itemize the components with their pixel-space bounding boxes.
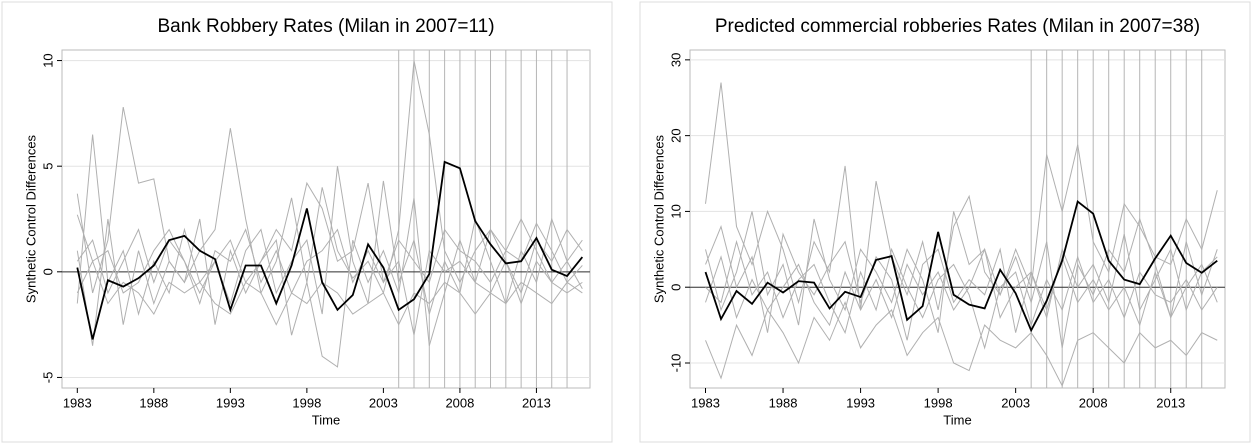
series-line: [704, 200, 1218, 333]
y-tick-label: 5: [40, 163, 55, 170]
y-tick-label: -5: [40, 372, 55, 384]
series-line: [76, 217, 583, 306]
x-tick-label: 1993: [846, 395, 875, 410]
series-line: [705, 247, 1218, 327]
x-tick-label: 1983: [63, 395, 92, 410]
y-tick-label: 10: [668, 204, 683, 218]
x-tick-label: 2003: [1001, 395, 1030, 410]
y-axis-label: Synthetic Control Differences: [23, 134, 38, 303]
series-line: [76, 259, 583, 326]
x-tick-label: 1998: [292, 395, 321, 410]
x-tick-label: 2008: [1079, 395, 1108, 410]
x-tick-label: 1988: [769, 395, 798, 410]
y-tick-label: 10: [40, 53, 55, 67]
y-tick-label: 0: [40, 268, 55, 275]
series-line: [705, 211, 1218, 348]
series-line: [705, 224, 1218, 341]
x-tick-label: 1993: [216, 395, 245, 410]
y-axis-label: Synthetic Control Differences: [651, 134, 666, 303]
x-tick-label: 2003: [369, 395, 398, 410]
plot-area: [61, 49, 591, 389]
chart-title: Predicted commercial robberies Rates (Mi…: [715, 16, 1200, 37]
series-line: [705, 300, 1218, 388]
y-tick-label: -10: [668, 354, 683, 373]
y-tick-label: 20: [668, 128, 683, 142]
x-tick-label: 2008: [445, 395, 474, 410]
chart-title: Bank Robbery Rates (Milan in 2007=11): [157, 16, 494, 37]
series-line: [76, 181, 583, 336]
series-line: [705, 239, 1218, 350]
series-line: [76, 60, 583, 295]
x-axis-label: Time: [312, 412, 340, 427]
chart-panel: Bank Robbery Rates (Milan in 2007=11) Tim…: [1, 1, 613, 443]
series-line: [76, 197, 583, 368]
x-axis-label: Time: [943, 412, 971, 427]
x-tick-label: 1988: [139, 395, 168, 410]
x-tick-label: 1983: [691, 395, 720, 410]
series-line: [76, 160, 584, 340]
x-tick-label: 1998: [924, 395, 953, 410]
x-tick-label: 2013: [1156, 395, 1185, 410]
y-tick-label: 0: [668, 284, 683, 291]
chart-panel: Predicted commercial robberies Rates (Mi…: [639, 1, 1251, 443]
y-tick-label: 30: [668, 53, 683, 67]
x-tick-label: 2013: [522, 395, 551, 410]
